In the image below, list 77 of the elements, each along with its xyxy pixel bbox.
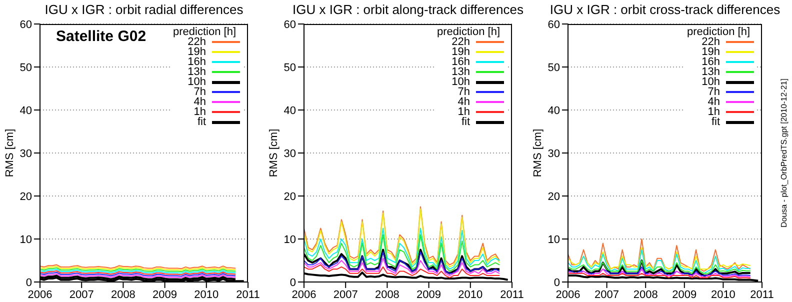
y-tick-label: 30 [20,148,32,160]
y-tick-label: 40 [284,104,296,117]
chart-title: IGU x IGR : orbit radial differences [44,2,244,17]
y-tick-label: 0 [290,276,296,289]
x-tick-label: 2006 [292,288,316,301]
x-tick-label: 2010 [710,288,736,301]
y-axis-title: RMS [cm] [532,128,544,178]
chart-title: IGU x IGR : orbit cross-track differences [548,2,782,17]
x-tick-label: 2007 [594,288,620,301]
y-tick-label: 40 [20,104,32,117]
y-tick-label: 0 [26,276,32,289]
x-tick-label: 2009 [152,288,178,301]
legend-label: 16h [452,56,470,68]
y-tick-label: 0 [554,276,560,289]
y-tick-label: 50 [20,62,32,74]
legend-label: 1h [194,106,206,118]
x-tick-label: 2011 [500,288,524,301]
legend-label: 10h [702,76,720,88]
y-axis-title: RMS [cm] [4,128,16,178]
x-tick-label: 2009 [416,288,442,301]
x-tick-label: 2008 [633,288,658,301]
y-tick-label: 50 [284,62,296,74]
y-tick-label: 60 [284,18,296,31]
legend-label: 10h [188,76,206,88]
legend-label: fit [197,116,206,128]
legend-label: 4h [458,96,470,108]
text: Dousa - plot_OrbPredTS.gpt [2010-12-21] [780,78,788,228]
x-tick-label: 2011 [750,288,774,301]
legend-label: 22h [702,36,720,48]
legend-label: 16h [702,56,720,68]
legend-label: 13h [702,66,720,78]
legend-label: 16h [188,56,206,68]
y-tick-label: 10 [548,234,560,246]
legend-label: 13h [452,66,470,78]
legend-label: 22h [452,36,470,48]
x-tick-label: 2007 [333,288,358,301]
chart-title: IGU x IGR : orbit along-track differences [292,2,524,17]
legend-label: 7h [458,86,470,98]
legend-label: 1h [458,106,470,118]
legend-title: prediction [h] [437,26,501,38]
legend-label: 19h [452,46,470,58]
legend-label: 4h [194,96,206,108]
legend-label: 22h [188,36,206,48]
y-axis-title: RMS [cm] [268,128,280,178]
x-tick-label: 2008 [110,288,136,301]
y-tick-label: 30 [548,148,560,160]
y-tick-label: 40 [548,104,560,117]
y-tick-label: 10 [20,234,32,246]
x-tick-label: 2006 [556,288,580,301]
y-tick-label: 10 [284,234,296,246]
x-tick-label: 2007 [69,288,94,301]
legend-label: 4h [708,96,720,108]
legend-label: 19h [188,46,206,58]
legend-label: 10h [452,76,470,88]
y-tick-label: 50 [548,62,560,74]
legend-label: fit [461,116,470,128]
x-tick-label: 2010 [194,288,219,301]
legend-label: fit [711,116,720,128]
legend-label: 13h [188,66,206,78]
y-tick-label: 60 [20,18,32,31]
legend-label: 7h [194,86,206,98]
legend-title: prediction [h] [687,26,751,38]
x-tick-label: 2011 [236,288,260,301]
x-tick-label: 2010 [458,288,483,301]
legend-label: 19h [702,46,720,58]
legend-label: 7h [708,86,720,98]
legend-title: prediction [h] [173,26,237,38]
y-tick-label: 60 [548,18,560,31]
y-tick-label: 20 [284,190,296,203]
x-tick-label: 2009 [672,288,697,301]
x-tick-label: 2006 [28,288,52,301]
y-tick-label: 20 [20,190,32,203]
legend-label: 1h [708,106,720,118]
x-tick-label: 2008 [374,288,400,301]
annotation: Satellite G02 [56,28,146,45]
y-tick-label: 20 [548,190,560,203]
y-tick-label: 30 [284,148,296,160]
